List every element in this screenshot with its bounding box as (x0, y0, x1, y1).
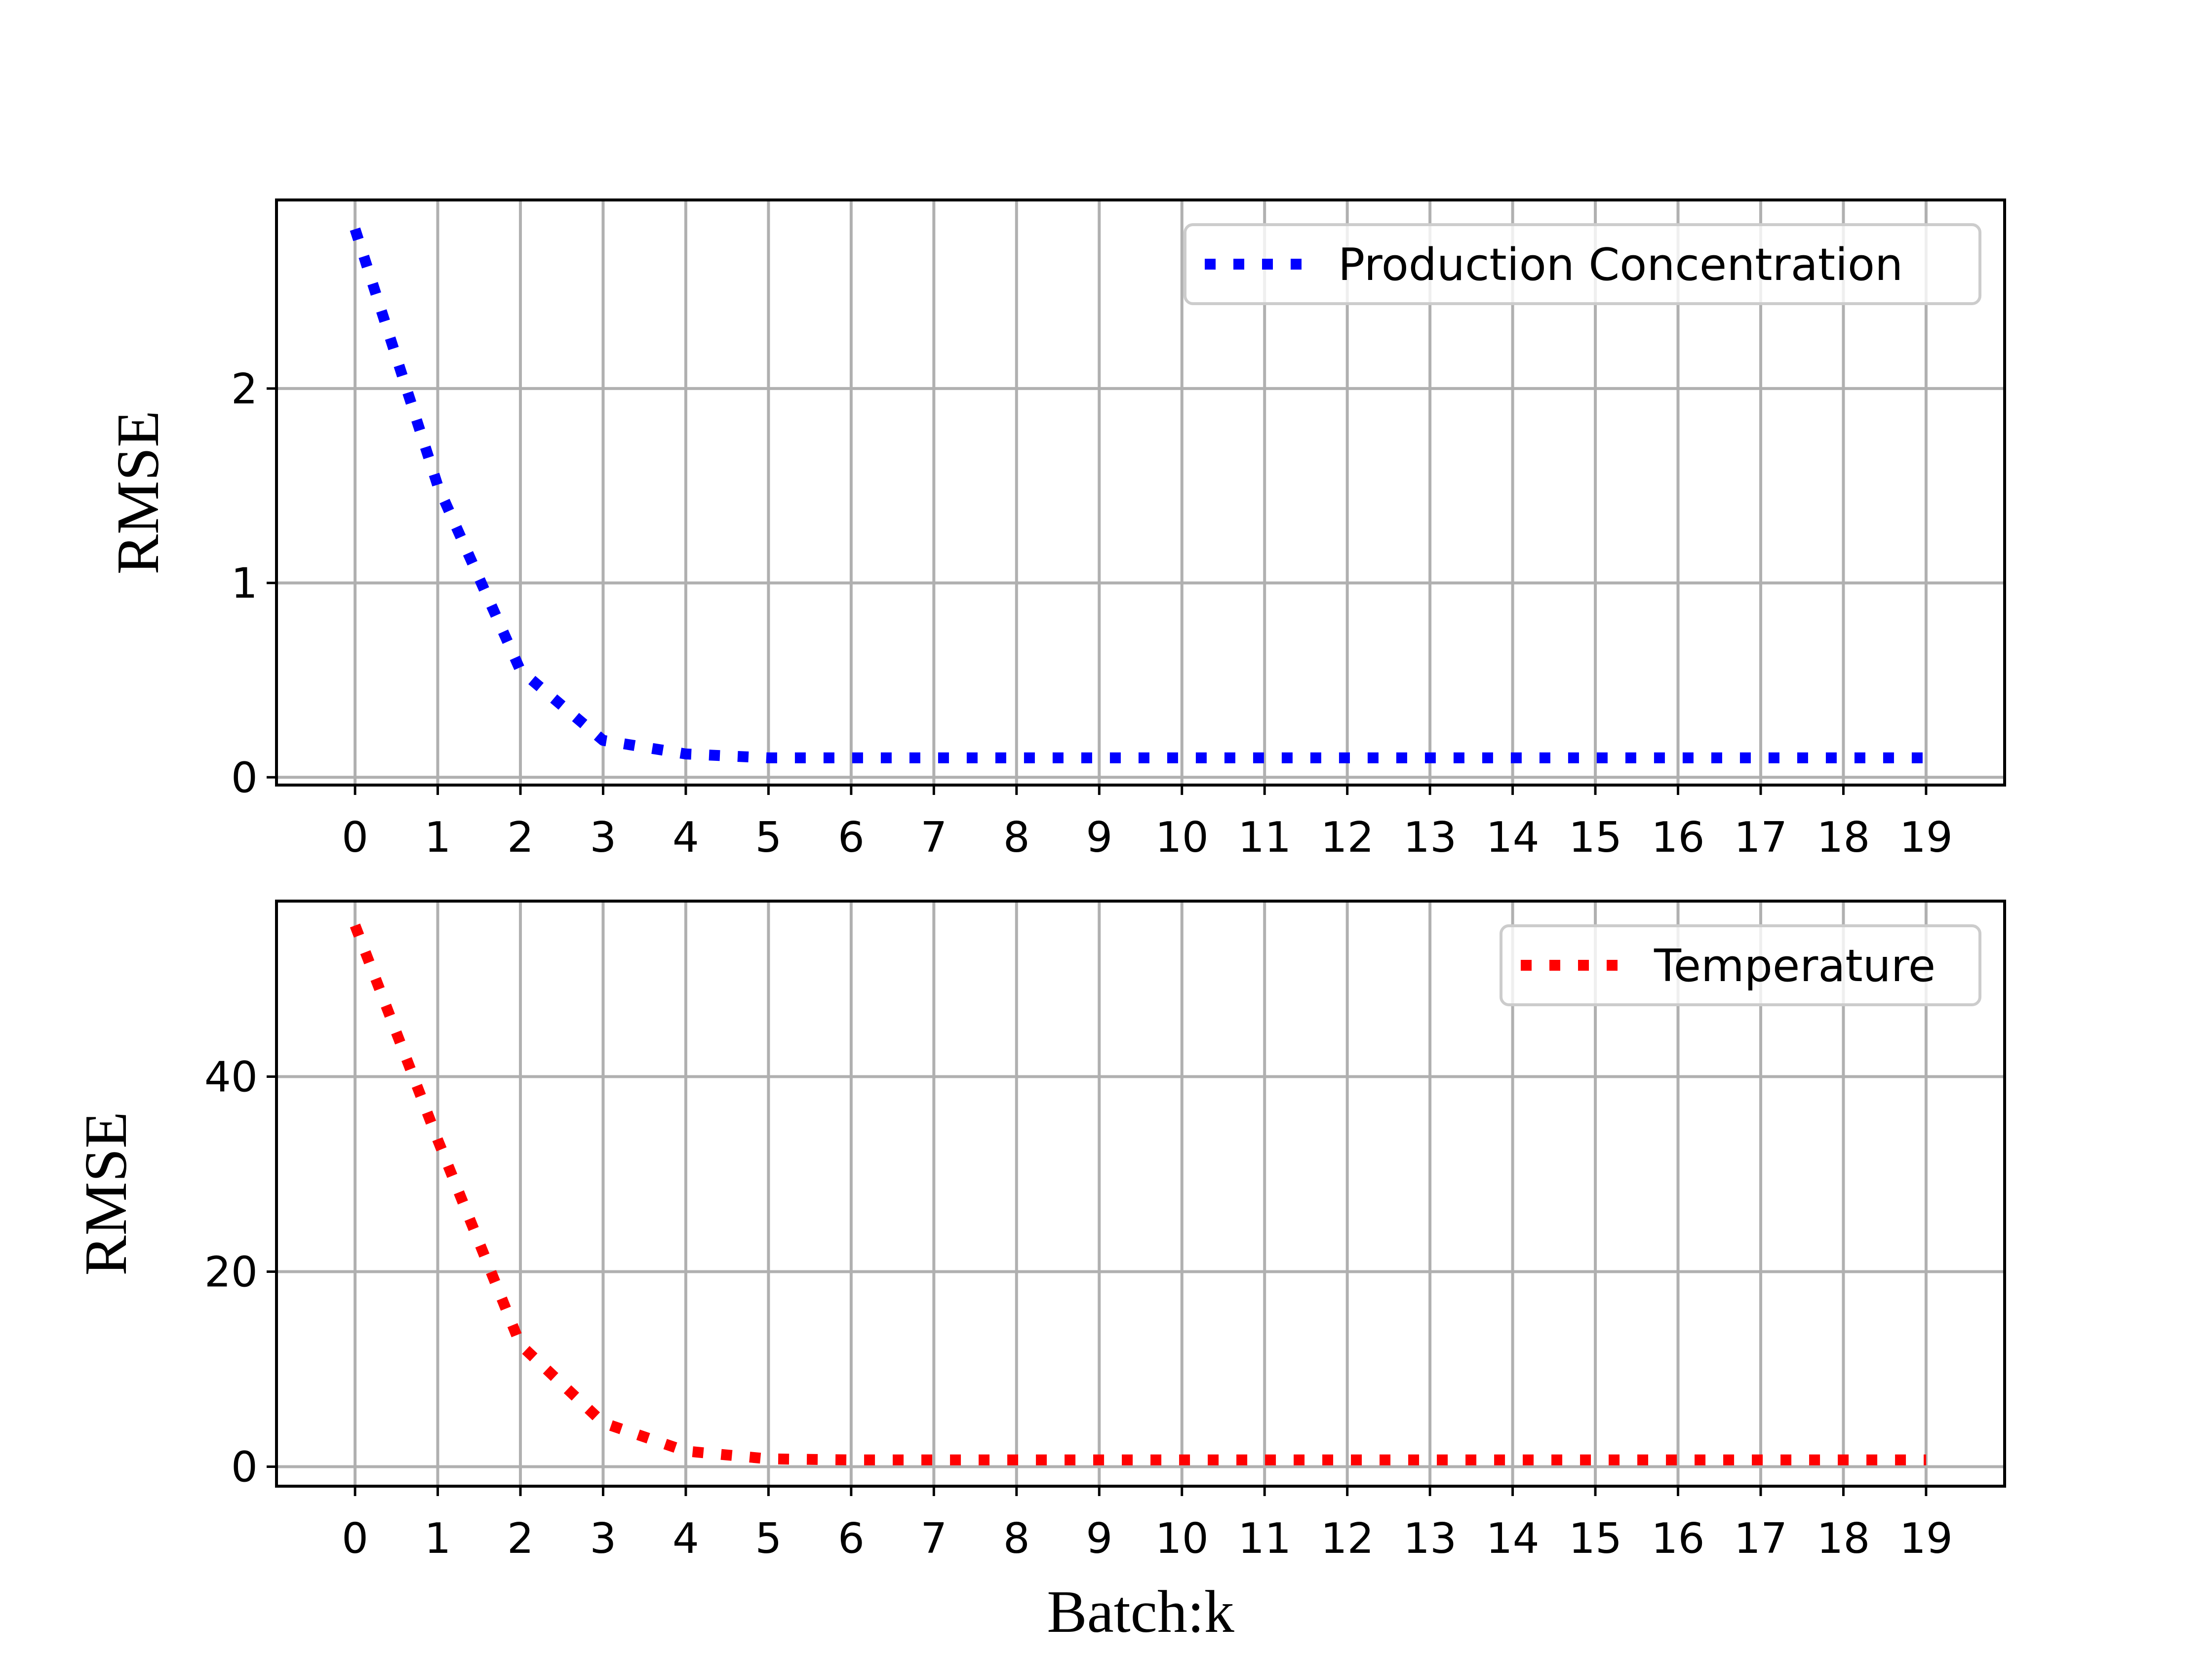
x-tick-label: 3 (590, 1514, 616, 1563)
x-tick-label: 13 (1403, 813, 1457, 862)
x-tick-label: 11 (1238, 813, 1291, 862)
x-tick-label: 8 (1003, 813, 1030, 862)
legend: Temperature (1500, 924, 1981, 1006)
x-tick-label: 2 (507, 813, 534, 862)
y-axis-label: RMSE (105, 410, 171, 574)
y-tick-label: 20 (204, 1248, 258, 1297)
x-tick-label: 1 (425, 1514, 451, 1563)
x-tick-label: 7 (920, 813, 947, 862)
x-tick-label: 15 (1569, 813, 1622, 862)
x-tick-label: 13 (1403, 1514, 1457, 1563)
y-tick-label: 0 (231, 1443, 258, 1492)
x-tick-label: 9 (1086, 1514, 1112, 1563)
x-tick-label: 4 (672, 813, 699, 862)
x-tick-label: 7 (920, 1514, 947, 1563)
legend-box (1184, 223, 1981, 305)
x-tick-label: 3 (590, 813, 616, 862)
x-tick-label: 12 (1321, 813, 1374, 862)
legend: Production Concentration (1184, 223, 1981, 305)
chart-panel-1: 0 1 2 3 4 5 6 7 8 9 10 11 12 13 14 15 16 17 18 19012RMSEPro… (105, 198, 2006, 862)
legend-label: Production Concentration (1338, 239, 1903, 291)
series-line-1 (350, 227, 1926, 763)
x-tick-label: 17 (1734, 813, 1787, 862)
x-tick-label: 9 (1086, 813, 1112, 862)
x-tick-label: 18 (1817, 813, 1870, 862)
y-axis-label: RMSE (73, 1111, 139, 1275)
x-tick-label: 16 (1651, 813, 1704, 862)
x-tick-label: 19 (1899, 1514, 1953, 1563)
x-tick-label: 1 (425, 813, 451, 862)
x-tick-label: 19 (1899, 813, 1953, 862)
x-tick-label: 5 (755, 1514, 782, 1563)
x-tick-label: 14 (1486, 1514, 1540, 1563)
series-line-1 (350, 923, 1926, 1465)
x-tick-label: 8 (1003, 1514, 1030, 1563)
x-tick-label: 16 (1651, 1514, 1704, 1563)
x-tick-label: 4 (672, 1514, 699, 1563)
x-tick-label: 17 (1734, 1514, 1787, 1563)
y-tick-label: 40 (204, 1053, 258, 1102)
plot-frame (275, 198, 2006, 787)
x-tick-label: 14 (1486, 813, 1540, 862)
legend-label: Temperature (1654, 940, 1936, 992)
x-tick-label: 12 (1321, 1514, 1374, 1563)
y-tick-label: 1 (231, 559, 258, 608)
x-tick-label: 0 (342, 813, 368, 862)
x-tick-label: 10 (1155, 1514, 1209, 1563)
x-tick-label: 0 (342, 1514, 368, 1563)
x-tick-label: 11 (1238, 1514, 1291, 1563)
x-tick-label: 6 (838, 813, 865, 862)
plot-frame (275, 900, 2006, 1488)
x-tick-label: 10 (1155, 813, 1209, 862)
y-tick-label: 2 (231, 365, 258, 414)
x-tick-label: 2 (507, 1514, 534, 1563)
x-tick-label: 15 (1569, 1514, 1622, 1563)
x-tick-label: 5 (755, 813, 782, 862)
x-axis-label: Batch:k (1047, 1579, 1234, 1645)
y-tick-label: 0 (231, 753, 258, 802)
x-tick-label: 6 (838, 1514, 865, 1563)
legend-box (1500, 924, 1981, 1006)
chart-panel-2: 0 1 2 3 4 5 6 7 8 9 10 11 12 13 14 15 16 17 18 1902040RMSEB… (73, 900, 2006, 1645)
x-tick-label: 18 (1817, 1514, 1870, 1563)
